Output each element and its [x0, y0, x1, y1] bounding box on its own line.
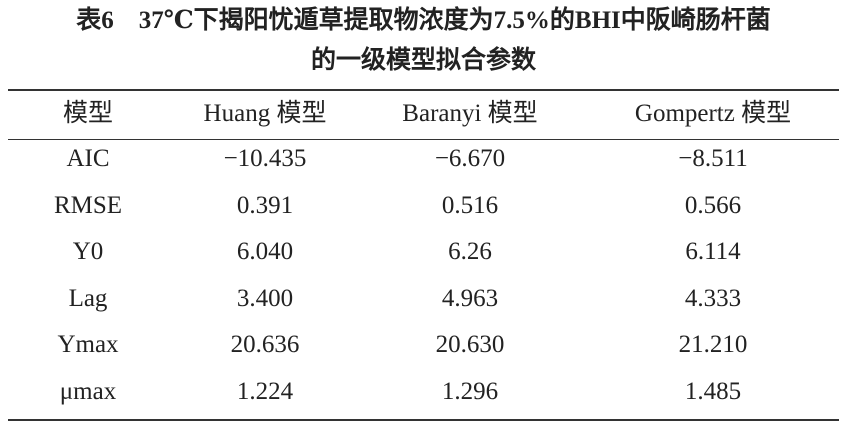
table-cell: 1.485	[684, 378, 742, 405]
table-cell: −10.435	[223, 145, 307, 172]
title-line: 的一级模型拟合参数	[310, 47, 536, 74]
table-cell: 4.963	[441, 284, 499, 312]
table-cell: 6.040	[236, 238, 294, 266]
table-cell: 1.296	[441, 378, 499, 405]
row-label: Ymax	[57, 331, 119, 359]
table-cell: 0.391	[236, 191, 294, 219]
table-cell: 6.26	[448, 238, 492, 266]
title-line: 表6 37℃下揭阳忧遁草提取物浓度为7.5%的BHI中阪崎肠杆菌	[76, 7, 771, 34]
table-cell: 20.636	[230, 331, 300, 359]
header-rule	[8, 139, 839, 140]
row-label: μmax	[59, 378, 117, 405]
table-cell: 4.333	[684, 284, 742, 312]
row-label: Lag	[68, 284, 108, 312]
bottom-rule	[8, 419, 839, 421]
row-label: AIC	[66, 145, 110, 172]
column-header: Baranyi 模型	[402, 100, 538, 127]
column-header: 模型	[62, 100, 113, 127]
table-cell: 21.210	[678, 331, 748, 359]
table-cell: −6.670	[434, 145, 506, 172]
row-label: RMSE	[53, 191, 123, 219]
table-cell: −8.511	[678, 145, 748, 172]
table-cell: 6.114	[685, 238, 741, 266]
row-label: Y0	[72, 238, 104, 266]
table-cell: 0.566	[684, 191, 742, 219]
table-cell: 3.400	[236, 284, 294, 312]
table-cell: 1.224	[236, 378, 294, 405]
column-header: Huang 模型	[203, 100, 327, 127]
table-cell: 0.516	[441, 191, 499, 219]
table-cell: 20.630	[435, 331, 505, 359]
top-rule	[8, 89, 839, 91]
column-header: Gompertz 模型	[634, 100, 792, 127]
